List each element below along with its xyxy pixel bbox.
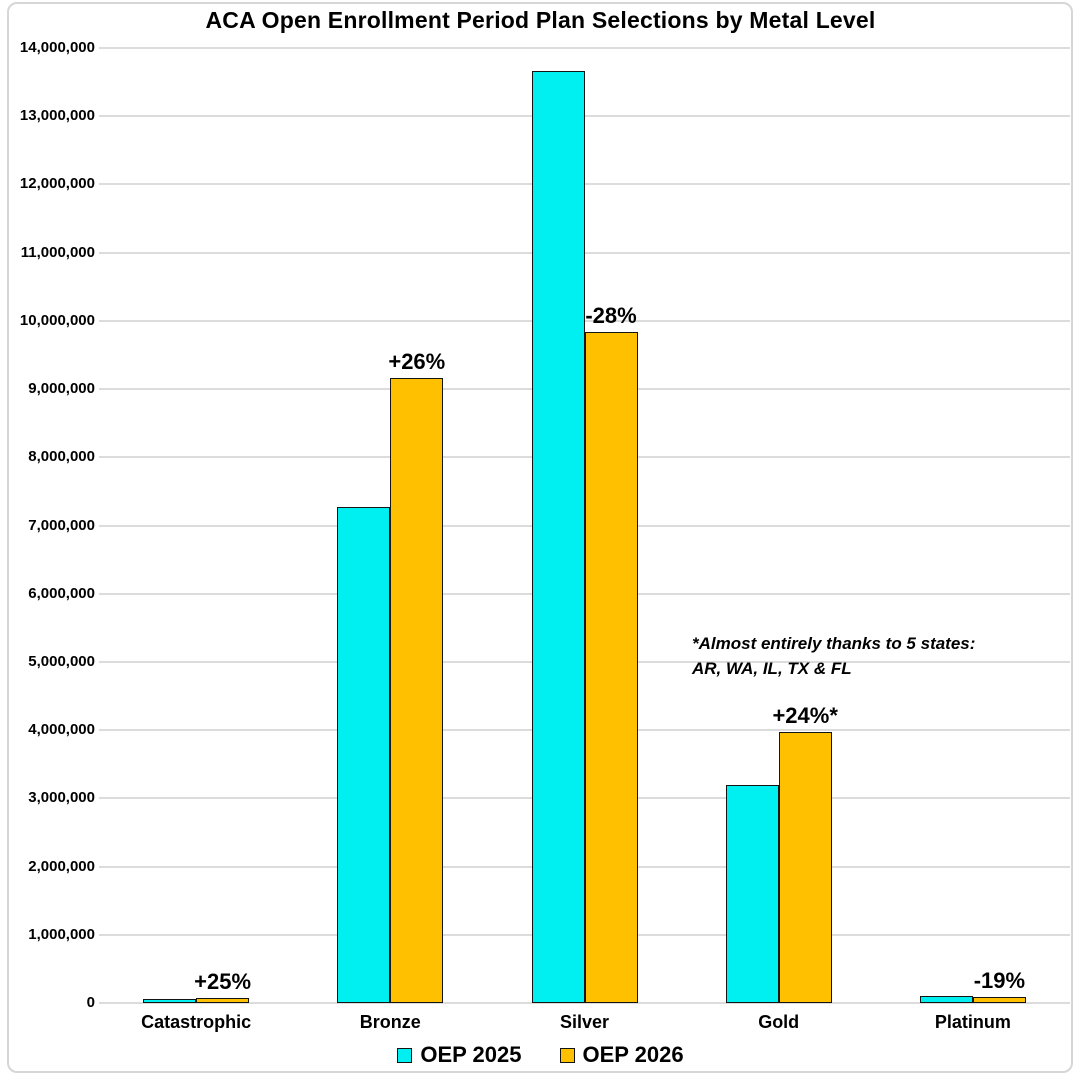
x-axis-label-silver: Silver [559,1012,610,1032]
y-axis-tick-label: 6,000,000 [28,584,95,602]
y-axis-tick-label: 0 [86,994,95,1011]
bar-oep-2026-gold [778,732,832,1003]
bar-change-label-silver: -28% [585,302,637,328]
y-axis-tick-label: 11,000,000 [20,243,95,261]
y-axis-tick-label: 1,000,000 [28,925,95,943]
y-axis-tick-label: 3,000,000 [28,789,95,807]
gridline [99,251,1070,254]
gridline [99,115,1070,118]
y-axis-tick-label: 7,000,000 [28,516,95,534]
bar-oep-2025-bronze [337,507,391,1003]
y-axis-tick-label: 10,000,000 [19,311,95,329]
bar-oep-2026-platinum [972,997,1026,1003]
gridline [99,47,1070,49]
y-axis-tick-label: 12,000,000 [19,175,95,193]
bar-oep-2026-bronze [390,378,444,1003]
legend-label: OEP 2026 [582,1042,684,1067]
annotation-note: *Almost entirely thanks to 5 states: AR,… [692,631,975,681]
legend: OEP 2025 OEP 2026 [0,1042,1081,1068]
y-axis-tick-label: 5,000,000 [28,652,95,670]
bar-oep-2026-silver [584,331,638,1003]
y-axis-tick-label: 13,000,000 [19,107,95,125]
bar-change-label-bronze: +26% [388,349,446,375]
bar-oep-2025-silver [531,71,585,1003]
chart-title: ACA Open Enrollment Period Plan Selectio… [205,7,876,33]
legend-swatch-icon [559,1047,575,1063]
bar-oep-2026-catastrophic [196,998,250,1003]
x-axis-label-platinum: Platinum [934,1012,1011,1032]
gridline [99,1002,1070,1004]
annotation-line-2: AR, WA, IL, TX & FL [692,659,852,678]
x-axis-label-bronze: Bronze [359,1012,421,1032]
legend-item-oep-2026: OEP 2026 [559,1042,684,1068]
gridline [99,183,1070,186]
legend-label: OEP 2025 [420,1042,522,1067]
bar-change-label-catastrophic: +25% [194,969,252,995]
bar-change-label-gold: +24%* [772,703,838,729]
legend-swatch-icon [397,1047,413,1063]
y-axis-tick-label: 14,000,000 [19,39,95,56]
gridline [99,319,1070,322]
legend-item-oep-2025: OEP 2025 [397,1042,522,1068]
x-axis-label-gold: Gold [758,1012,800,1032]
bar-oep-2025-platinum [919,996,973,1003]
bar-oep-2025-catastrophic [143,999,197,1003]
y-axis-tick-label: 2,000,000 [28,857,95,875]
y-axis-tick-label: 4,000,000 [28,721,95,739]
bar-change-label-platinum: -19% [973,968,1026,994]
annotation-line-1: *Almost entirely thanks to 5 states: [692,634,976,653]
bar-oep-2025-gold [725,784,779,1003]
y-axis-tick-label: 9,000,000 [28,380,95,398]
y-axis-tick-label: 8,000,000 [28,448,95,466]
x-axis-label-catastrophic: Catastrophic [141,1012,252,1032]
